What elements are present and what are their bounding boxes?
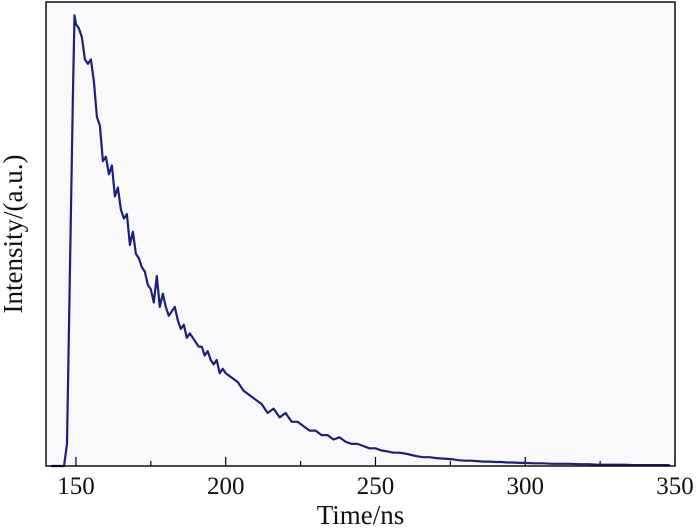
x-tick-label: 350: [656, 473, 694, 500]
x-tick-label: 200: [207, 473, 245, 500]
series-line: [50, 14, 671, 468]
x-tick-label: 150: [57, 473, 95, 500]
x-tick-labels: 150 200 250 300 350: [57, 473, 694, 500]
y-axis-label: Intensity/(a.u.): [0, 155, 28, 314]
plot-area: [46, 2, 675, 466]
x-tick-label: 250: [357, 473, 395, 500]
plot-frame: [45, 1, 676, 467]
x-axis-label: Time/ns: [317, 500, 405, 529]
x-tick-label: 300: [506, 473, 544, 500]
